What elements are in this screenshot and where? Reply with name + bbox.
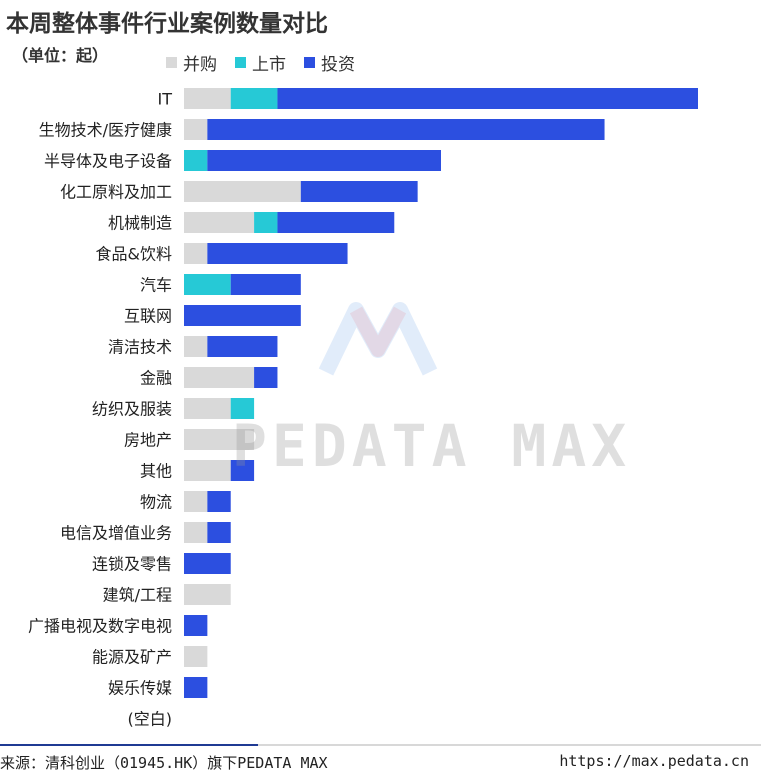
- watermark-logo-icon: [318, 302, 438, 376]
- bar-segment: [184, 181, 301, 202]
- legend: 并购 上市 投资: [166, 50, 355, 75]
- bar-segment: [184, 615, 208, 636]
- category-label: 连锁及零售: [92, 555, 172, 574]
- bar-segment: [184, 491, 208, 512]
- bar-segment: [184, 584, 231, 605]
- bar-segment: [277, 88, 698, 109]
- bar-segment: [184, 522, 208, 543]
- bar-segment: [184, 150, 208, 171]
- bar-segment: [207, 491, 231, 512]
- legend-item: 投资: [304, 50, 355, 75]
- bar-segment: [184, 367, 255, 388]
- footer-divider-accent: [0, 744, 258, 746]
- category-label: 清洁技术: [108, 338, 172, 357]
- bar-segment: [184, 677, 208, 698]
- bar-segment: [184, 88, 231, 109]
- bar-segment: [207, 522, 231, 543]
- category-label: 机械制造: [108, 214, 172, 233]
- footer-url: https://max.pedata.cn: [559, 752, 749, 770]
- category-label: IT: [158, 90, 173, 109]
- bar-segment: [207, 336, 278, 357]
- bar-segment: [184, 274, 231, 295]
- bar-segment: [184, 212, 255, 233]
- category-label: 物流: [140, 493, 172, 512]
- chart-title: 本周整体事件行业案例数量对比: [6, 11, 328, 37]
- bar-segment: [184, 398, 231, 419]
- watermark-text: PEDATA MAX: [232, 412, 632, 480]
- legend-swatch: [235, 57, 246, 68]
- legend-item: 上市: [235, 50, 286, 75]
- legend-swatch: [166, 57, 177, 68]
- bar-segment: [184, 646, 208, 667]
- bar-segment: [207, 150, 441, 171]
- unit-label: （单位：起）: [12, 46, 109, 65]
- bar-segment: [184, 336, 208, 357]
- footer-divider: [0, 744, 761, 746]
- footer-source: 来源：清科创业（01945.HK）旗下PEDATA MAX: [0, 754, 328, 772]
- category-label: 娱乐传媒: [108, 679, 172, 698]
- category-label: 半导体及电子设备: [44, 152, 172, 171]
- bar-segment: [230, 460, 255, 481]
- bar-segment: [184, 460, 231, 481]
- category-label: 互联网: [124, 307, 172, 326]
- category-label: 建筑/工程: [103, 586, 172, 605]
- bar-segment: [184, 243, 208, 264]
- bar-segment: [230, 398, 255, 419]
- bar-segment: [254, 367, 278, 388]
- legend-label: 上市: [252, 55, 286, 75]
- category-label: 生物技术/医疗健康: [39, 121, 172, 140]
- legend-label: 投资: [321, 55, 355, 75]
- category-label: 化工原料及加工: [60, 183, 172, 202]
- bar-segment: [207, 119, 605, 140]
- legend-swatch: [304, 57, 315, 68]
- category-label: 食品&饮料: [96, 245, 172, 264]
- category-label: 其他: [140, 462, 172, 481]
- bar-segment: [184, 305, 301, 326]
- category-label: 汽车: [140, 276, 172, 295]
- bar-segment: [277, 212, 395, 233]
- bar-segment: [184, 429, 255, 450]
- bar-segment: [184, 553, 231, 574]
- category-label: 能源及矿产: [92, 648, 172, 667]
- bar-segment: [254, 212, 278, 233]
- category-label: 广播电视及数字电视: [28, 617, 172, 636]
- category-label: 纺织及服装: [92, 400, 172, 419]
- bar-segment: [230, 88, 278, 109]
- category-label: 房地产: [124, 431, 172, 450]
- category-label: 电信及增值业务: [60, 524, 172, 543]
- bar-segment: [230, 274, 301, 295]
- bar-chart: IT 生物技术/医疗健康半导体及电子设备化工原料及加工机械制造食品&饮料汽车互联网…: [28, 88, 698, 729]
- legend-label: 并购: [183, 55, 217, 75]
- category-label: (空白): [128, 710, 173, 729]
- category-label: 金融: [140, 369, 172, 388]
- bar-segment: [207, 243, 348, 264]
- legend-item: 并购: [166, 50, 217, 75]
- bar-segment: [184, 119, 208, 140]
- bar-segment: [300, 181, 418, 202]
